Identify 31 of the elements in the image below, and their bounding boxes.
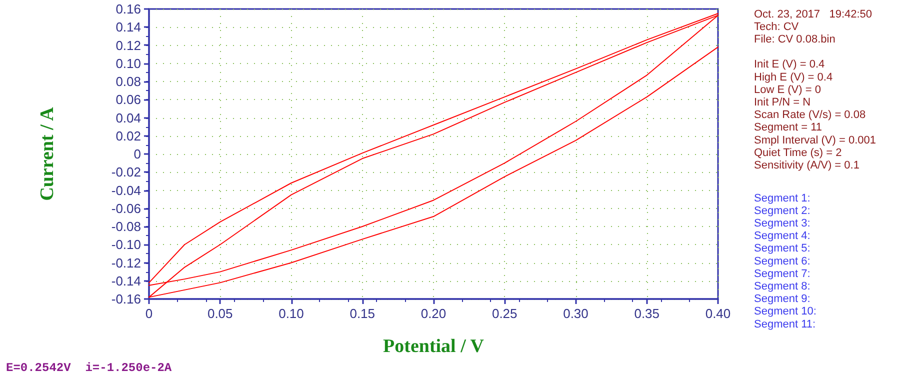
y-tick-label: 0.10 (116, 56, 141, 71)
x-tick-label: 0.10 (278, 306, 304, 321)
text: Segment 1: Segment 2: Segment 3: Segment 4: Segment 5: Segment 6: Segment 7: Segment 8: Segment 9: Segment 10: Segment 11: (754, 192, 816, 330)
text: E=0.2542V i=-1.250e-2A (6, 361, 172, 375)
x-axis-title: Potential / V (383, 336, 484, 357)
y-tick-label: 0.06 (116, 92, 141, 108)
y-tick-label: 0.08 (116, 74, 141, 89)
y-tick-label: 0.16 (116, 2, 141, 16)
y-tick-label: -0.02 (111, 164, 141, 180)
y-tick-label: -0.14 (111, 273, 141, 288)
y-tick-label: -0.08 (111, 219, 141, 234)
x-tick-label: 0.20 (420, 306, 446, 321)
x-tick-label: 0.25 (492, 306, 518, 321)
y-tick-label: 0.12 (116, 38, 141, 53)
y-tick-label: -0.06 (111, 200, 141, 216)
y-tick-label: -0.12 (111, 255, 141, 270)
x-tick-label: 0.15 (350, 306, 376, 321)
y-tick-label: -0.16 (111, 292, 141, 306)
y-tick-label: -0.10 (111, 237, 141, 252)
x-tick-label: 0.40 (705, 306, 731, 321)
x-tick-label: 0 (145, 306, 153, 321)
text: Oct. 23, 2017 19:42:50 Tech: CV File: CV 0.08.bin Init E (V) = 0.4 High E (V) = 0.4 Low E (V) = 0 Init P/N = N Scan Rate (V/s) = 0.08 Segment = 11 Smpl Interval (V) = 0.001 Quiet Time (s) = 2 Sensitivity (A/V) = 0.1 (754, 8, 876, 172)
x-tick-label: 0.30 (563, 306, 588, 321)
y-tick-label: 0.14 (116, 20, 141, 35)
y-tick-label: 0.02 (116, 128, 141, 144)
x-tick-label: 0.05 (207, 306, 233, 321)
x-tick-label: 0.35 (634, 306, 660, 321)
y-tick-label: 0 (134, 146, 141, 162)
y-tick-label: 0.04 (116, 110, 141, 126)
y-tick-label: -0.04 (111, 182, 141, 198)
y-axis-title: Current / A (37, 106, 58, 201)
